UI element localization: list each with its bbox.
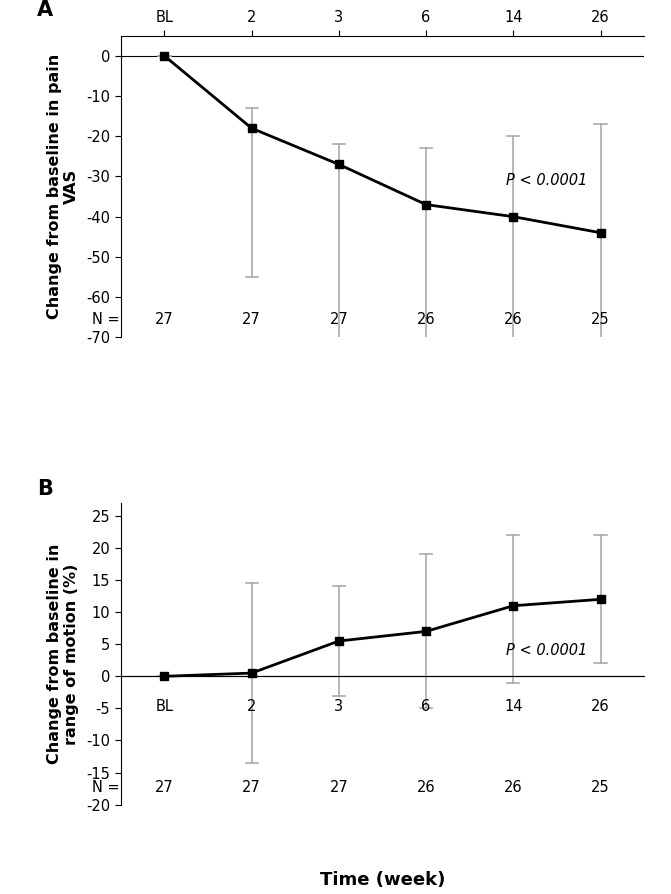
Text: 26: 26 xyxy=(504,780,523,795)
Text: P < 0.0001: P < 0.0001 xyxy=(506,643,587,658)
Text: Time (week): Time (week) xyxy=(320,871,445,889)
Text: 14: 14 xyxy=(504,699,523,713)
Text: 3: 3 xyxy=(334,699,344,713)
Text: 27: 27 xyxy=(329,312,348,327)
Text: 2: 2 xyxy=(247,699,256,713)
Text: 27: 27 xyxy=(242,312,261,327)
Text: BL: BL xyxy=(156,699,173,713)
Y-axis label: Change from baseline in pain
VAS: Change from baseline in pain VAS xyxy=(47,54,79,319)
Text: 26: 26 xyxy=(591,699,610,713)
Text: N =: N = xyxy=(92,780,120,795)
Text: 27: 27 xyxy=(155,312,174,327)
Text: 27: 27 xyxy=(155,780,174,795)
Text: 26: 26 xyxy=(504,312,523,327)
Text: 26: 26 xyxy=(417,312,435,327)
Text: 26: 26 xyxy=(417,780,435,795)
Text: B: B xyxy=(37,479,53,499)
Text: 6: 6 xyxy=(421,699,431,713)
Text: 27: 27 xyxy=(242,780,261,795)
Text: A: A xyxy=(37,0,53,20)
Text: N =: N = xyxy=(92,312,120,327)
Text: P < 0.0001: P < 0.0001 xyxy=(506,173,587,188)
Text: 25: 25 xyxy=(591,780,610,795)
Text: 25: 25 xyxy=(591,312,610,327)
Text: 27: 27 xyxy=(329,780,348,795)
Y-axis label: Change from baseline in
range of motion (%): Change from baseline in range of motion … xyxy=(47,544,79,764)
